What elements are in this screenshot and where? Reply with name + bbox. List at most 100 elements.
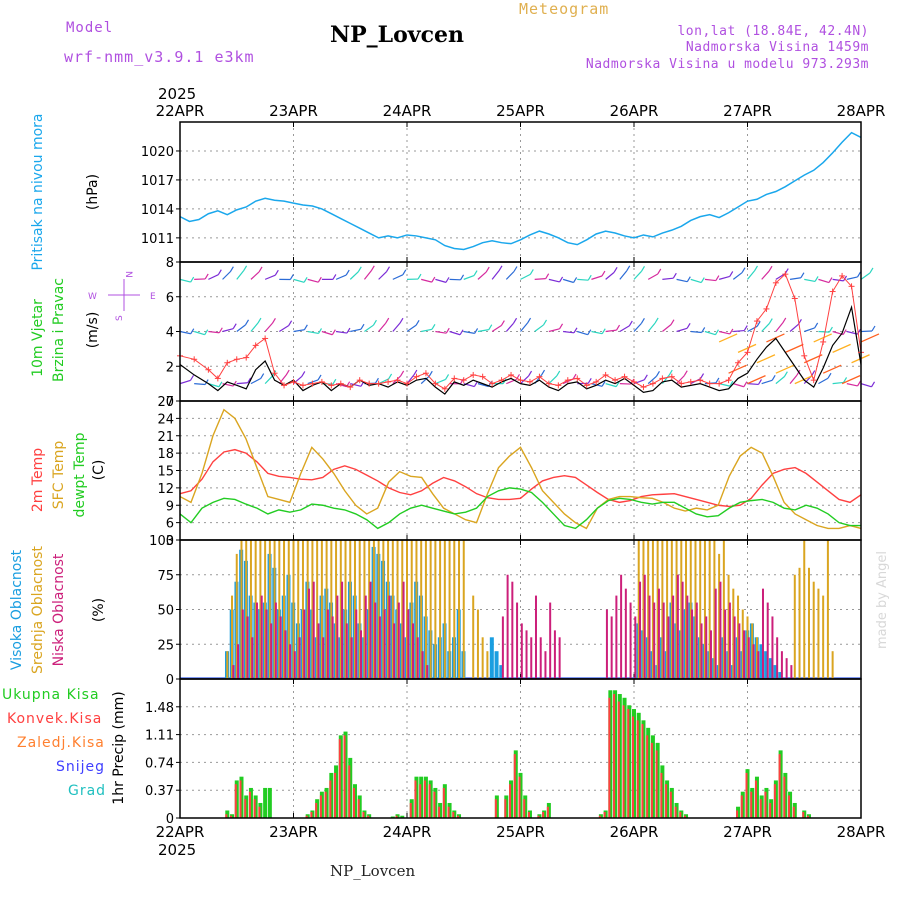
- cloud-bar-low: [289, 644, 292, 679]
- wind-barb: [860, 383, 872, 388]
- wind-barb: [804, 278, 816, 282]
- cloud-bar-low: [530, 637, 533, 679]
- wind-barb-flag: [545, 273, 550, 279]
- precip-legend-convective: Konvek.Kisa: [7, 711, 102, 727]
- cloud-bar-low: [662, 602, 665, 679]
- precip-bar-convective: [423, 780, 426, 818]
- wind-barb: [676, 375, 685, 385]
- time-label-top: 25APR: [496, 102, 545, 120]
- precip-bar-convective: [674, 806, 677, 818]
- series-line-wind-speed: [179, 304, 862, 395]
- cloud-bar-low: [293, 651, 296, 679]
- wind-barb-flag: [828, 326, 833, 333]
- cloud-bar-low: [539, 637, 542, 679]
- wind-barb-flag: [529, 269, 534, 275]
- cloud-bar-mid: [320, 540, 323, 679]
- wind-barb: [520, 322, 528, 332]
- precip-bar-convective: [457, 815, 460, 818]
- lonlat-text: lon,lat (18.84E, 42.4N): [677, 24, 869, 39]
- precip-bar-convective: [357, 799, 360, 818]
- precip-bar-convective: [452, 811, 455, 818]
- wind-barb: [449, 330, 461, 336]
- wind-barb: [293, 329, 305, 333]
- cloud-bar-low: [511, 581, 514, 679]
- temperature-ytick-label: 15: [157, 465, 174, 480]
- wind-barb-flag: [459, 329, 464, 336]
- precip-bar-convective: [613, 694, 616, 818]
- time-label-bottom: 28APR: [837, 823, 886, 841]
- wind-barb-flag: [274, 269, 279, 276]
- wind-barb: [676, 278, 688, 283]
- wind-barb: [420, 375, 430, 385]
- cloud-bar-mid: [793, 574, 796, 679]
- wind-barb-flag: [331, 329, 336, 336]
- wind-barb: [732, 272, 743, 280]
- wind-barb-flag: [654, 317, 659, 324]
- cloud-bar-low: [388, 595, 391, 679]
- cloud-bar-mid: [755, 637, 758, 679]
- cloud-bar-mid: [235, 553, 238, 679]
- wind-barb-flag: [445, 327, 450, 334]
- cloud-bar-mid: [396, 540, 399, 679]
- precip-bar-convective: [315, 802, 318, 818]
- precip-bar-convective: [655, 750, 658, 818]
- wind-barb-flag: [474, 328, 479, 334]
- wind-barb-flag: [640, 318, 645, 324]
- precip-ytick-label: 1.11: [145, 729, 174, 744]
- wind-barb-flag: [672, 272, 677, 279]
- wind-barb: [704, 330, 716, 336]
- wind-barb-flag: [204, 273, 209, 280]
- pressure-ytick-label: 1011: [141, 232, 174, 247]
- wind-barb: [534, 324, 544, 332]
- wind-barb: [179, 330, 191, 335]
- cloud-bar-mid: [694, 540, 697, 679]
- wind-barb: [435, 378, 446, 385]
- wind-barb-flag: [814, 276, 819, 282]
- cloud-bar-mid: [429, 540, 432, 679]
- wind-barb: [236, 382, 248, 385]
- wind-barb: [520, 273, 531, 280]
- cloud-bar-mid: [798, 567, 801, 679]
- cloud-bar-low: [255, 602, 258, 679]
- wind-barb: [690, 278, 702, 284]
- wind-barb-flag: [332, 274, 337, 280]
- cloud-bar-low: [733, 616, 736, 679]
- cloud-bar-mid: [732, 588, 735, 679]
- wind-barb-flag: [743, 381, 748, 388]
- wind-barb-flag: [527, 317, 532, 324]
- cloud-bar-mid: [685, 540, 688, 679]
- precip-bar-convective: [305, 815, 308, 818]
- wind-barb-flag: [372, 319, 377, 326]
- cloud-bar-low: [312, 581, 315, 679]
- series-line-gust: [179, 273, 862, 390]
- precip-bar-convective: [234, 784, 237, 818]
- wind-barb: [761, 323, 770, 332]
- wind-barb-flag: [217, 269, 222, 275]
- cloud-bar-mid: [453, 540, 456, 679]
- precip-bar-convective: [788, 795, 791, 818]
- cloud-bar-mid: [741, 609, 744, 679]
- precip-bar-convective: [362, 811, 365, 818]
- cloud-bar-mid: [443, 540, 446, 679]
- wind-barb-flag: [573, 277, 578, 283]
- wind-barb-flag: [402, 269, 407, 276]
- wind-barb-strong: [775, 364, 795, 374]
- wind-barb-flag: [843, 275, 848, 282]
- series-line-dewpoint: [179, 487, 861, 530]
- cloud-bar-mid: [363, 540, 366, 679]
- precip-bar-convective: [608, 697, 611, 818]
- wind-barb-flag: [431, 323, 436, 330]
- cloud-bar-mid: [316, 540, 319, 679]
- time-label-top: 27APR: [723, 102, 772, 120]
- wind-barb-flag: [473, 270, 478, 276]
- wind-barb: [690, 330, 702, 334]
- wind-barb: [194, 383, 206, 386]
- wind-barb-flag: [741, 267, 746, 273]
- pressure-title: Pritisak na nivou mora: [30, 113, 46, 270]
- wind-barb-flag: [700, 373, 705, 379]
- cloud-bar-mid: [410, 540, 413, 679]
- cloud-bar-mid: [647, 540, 650, 679]
- wind-barb: [548, 328, 560, 333]
- wind-barb-flag: [190, 328, 195, 335]
- cloud-bar-mid: [727, 574, 730, 679]
